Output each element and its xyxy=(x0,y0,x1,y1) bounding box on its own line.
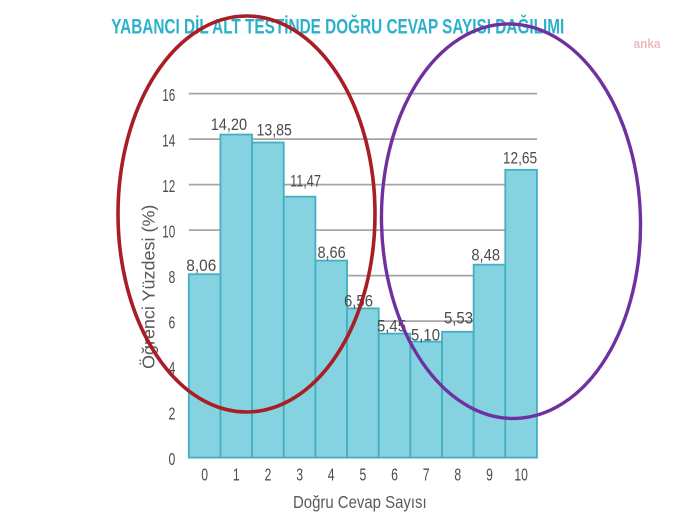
svg-text:11,47: 11,47 xyxy=(290,171,321,190)
svg-text:13,85: 13,85 xyxy=(257,120,292,139)
svg-text:8,06: 8,06 xyxy=(186,256,216,275)
svg-text:5: 5 xyxy=(360,465,367,485)
svg-text:8: 8 xyxy=(169,267,176,287)
svg-text:0: 0 xyxy=(201,465,208,485)
svg-text:anka: anka xyxy=(634,37,662,51)
svg-text:5,53: 5,53 xyxy=(444,309,473,328)
svg-text:0: 0 xyxy=(169,449,176,469)
svg-text:4: 4 xyxy=(328,465,335,485)
svg-text:10: 10 xyxy=(162,221,175,241)
svg-text:6: 6 xyxy=(169,312,176,332)
svg-text:2: 2 xyxy=(169,403,176,423)
svg-text:7: 7 xyxy=(423,465,430,485)
svg-text:10: 10 xyxy=(514,465,528,485)
svg-text:8,48: 8,48 xyxy=(471,245,500,264)
svg-text:12: 12 xyxy=(162,176,175,196)
svg-text:9: 9 xyxy=(486,465,493,485)
svg-text:14,20: 14,20 xyxy=(211,115,247,134)
svg-text:2: 2 xyxy=(265,465,272,485)
svg-text:1: 1 xyxy=(233,465,240,485)
svg-text:8: 8 xyxy=(454,465,461,485)
svg-text:14: 14 xyxy=(162,130,175,150)
svg-text:5,10: 5,10 xyxy=(411,326,440,345)
svg-text:16: 16 xyxy=(162,85,175,105)
svg-text:4: 4 xyxy=(169,358,176,378)
svg-text:Doğru Cevap Sayısı: Doğru Cevap Sayısı xyxy=(293,492,427,512)
svg-text:8,66: 8,66 xyxy=(317,243,345,262)
svg-text:Öğrenci Yüzdesi (%): Öğrenci Yüzdesi (%) xyxy=(139,205,159,369)
svg-text:6: 6 xyxy=(391,465,398,485)
svg-text:6,56: 6,56 xyxy=(344,292,373,311)
svg-text:12,65: 12,65 xyxy=(503,149,537,168)
svg-text:3: 3 xyxy=(296,465,303,485)
